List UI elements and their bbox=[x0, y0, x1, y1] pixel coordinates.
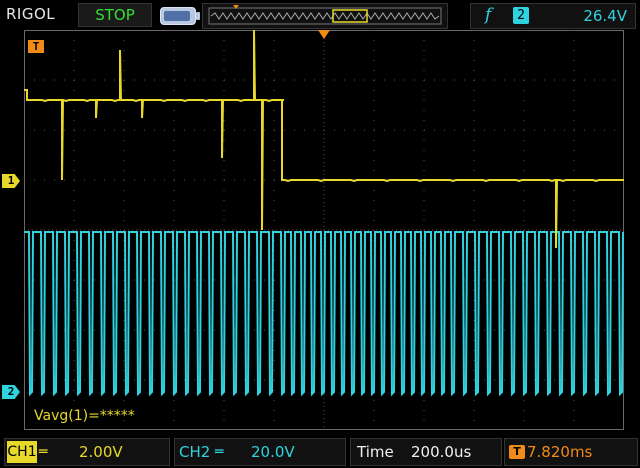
dc-coupling-icon: ═ bbox=[39, 444, 48, 460]
trigger-level-marker[interactable]: T bbox=[28, 40, 44, 53]
top-status-bar: RIGOL STOP f 2 26.4V bbox=[0, 0, 640, 30]
ch1-vertical-scale: 2.00V bbox=[79, 443, 123, 461]
trigger-source: 2 bbox=[513, 7, 529, 24]
time-scale: 200.0us bbox=[411, 443, 472, 461]
trigger-position-marker[interactable] bbox=[318, 30, 330, 39]
trigger-offset-settings[interactable]: T 7.820ms bbox=[504, 438, 638, 466]
ch2-label: CH2 bbox=[179, 443, 211, 461]
ch1-offset-marker[interactable]: 1 bbox=[2, 174, 20, 188]
rising-edge-icon: f bbox=[485, 5, 492, 25]
trigger-offset-value: 7.820ms bbox=[527, 443, 593, 461]
waveform-canvas bbox=[24, 30, 624, 430]
run-stop-status[interactable]: STOP bbox=[78, 3, 152, 27]
trigger-offset-icon: T bbox=[509, 445, 525, 459]
ch2-offset-marker[interactable]: 2 bbox=[2, 385, 20, 399]
battery-icon bbox=[160, 7, 200, 25]
dc-coupling-icon: ═ bbox=[215, 444, 224, 460]
measurement-readout: Vavg(1)=***** bbox=[34, 408, 135, 424]
timebase-settings[interactable]: Time 200.0us bbox=[350, 438, 502, 466]
trigger-settings[interactable]: f 2 26.4V bbox=[470, 3, 636, 29]
memory-depth-bar[interactable] bbox=[202, 3, 448, 29]
ch2-settings[interactable]: CH2 ═ 20.0V bbox=[174, 438, 346, 466]
ch2-vertical-scale: 20.0V bbox=[251, 443, 295, 461]
ch2-trace bbox=[24, 231, 624, 397]
memory-waveform-icon bbox=[208, 5, 442, 25]
ch1-label: CH1 bbox=[7, 441, 37, 463]
bottom-status-bar: CH1 ═ 2.00V CH2 ═ 20.0V Time 200.0us T 7… bbox=[0, 436, 640, 468]
trigger-level: 26.4V bbox=[583, 7, 627, 25]
ch1-trace bbox=[24, 30, 624, 249]
waveform-display[interactable] bbox=[24, 30, 624, 430]
brand-logo: RIGOL bbox=[6, 5, 56, 23]
time-label: Time bbox=[357, 443, 394, 461]
ch1-settings[interactable]: CH1 ═ 2.00V bbox=[4, 438, 170, 466]
